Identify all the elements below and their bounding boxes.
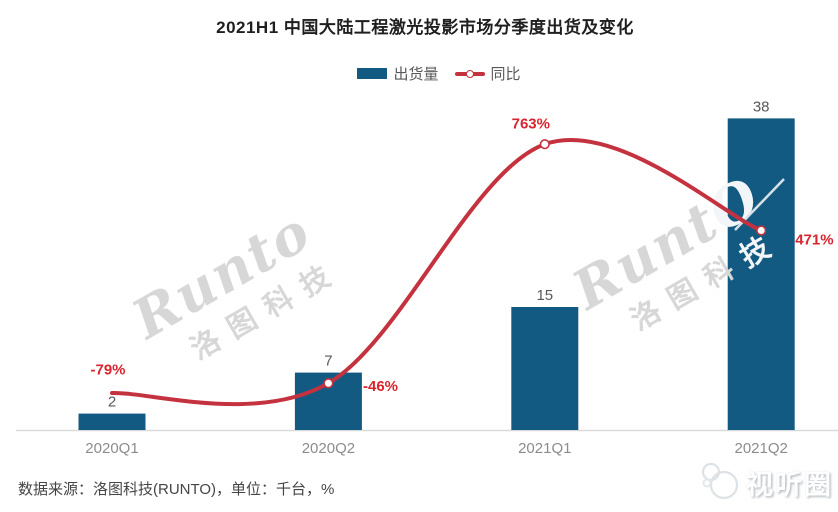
line-marker-2020Q2 bbox=[323, 378, 334, 389]
chart-title: 2021H1 中国大陆工程激光投影市场分季度出货及变化 bbox=[216, 18, 634, 37]
line-swatch-icon bbox=[454, 69, 485, 78]
legend: 出货量 同比 bbox=[20, 63, 838, 84]
data-source-note: 数据来源：洛图科技(RUNTO)，单位：千台，% bbox=[18, 481, 335, 498]
publisher-logo: 视听圈 bbox=[698, 459, 833, 505]
bar-2021Q2 bbox=[727, 118, 795, 431]
yoy-label-2020Q1: -79% bbox=[90, 362, 125, 379]
yoy-label-2020Q2: -46% bbox=[363, 378, 398, 395]
bar-value-label-2020Q1: 2 bbox=[108, 394, 116, 411]
publisher-logo-text: 视听圈 bbox=[746, 469, 833, 500]
publisher-logo-icon bbox=[701, 462, 739, 500]
category-label-2021Q1: 2021Q1 bbox=[518, 440, 571, 457]
line-marker-icon bbox=[465, 69, 474, 78]
line-marker-2021Q1 bbox=[539, 139, 550, 150]
yoy-label-2021Q1: 763% bbox=[512, 115, 550, 132]
category-label-2020Q2: 2020Q2 bbox=[302, 440, 355, 457]
bar-2020Q1 bbox=[78, 413, 146, 430]
yoy-label-2021Q2: 471% bbox=[795, 231, 833, 248]
bar-2021Q1 bbox=[511, 307, 579, 430]
legend-label-yoy: 同比 bbox=[490, 66, 521, 83]
legend-item-yoy: 同比 bbox=[454, 63, 521, 84]
bar-value-label-2020Q2: 7 bbox=[324, 353, 332, 370]
line-marker-2021Q2 bbox=[756, 225, 767, 236]
bar-value-label-2021Q2: 38 bbox=[753, 98, 770, 115]
bar-value-label-2021Q1: 15 bbox=[536, 287, 553, 304]
category-label-2020Q1: 2020Q1 bbox=[85, 440, 138, 457]
category-label-2021Q2: 2021Q2 bbox=[735, 440, 788, 457]
legend-label-shipments: 出货量 bbox=[393, 66, 439, 83]
yoy-line bbox=[110, 137, 764, 407]
legend-item-shipments: 出货量 bbox=[357, 63, 439, 84]
bar-swatch-icon bbox=[357, 68, 388, 79]
